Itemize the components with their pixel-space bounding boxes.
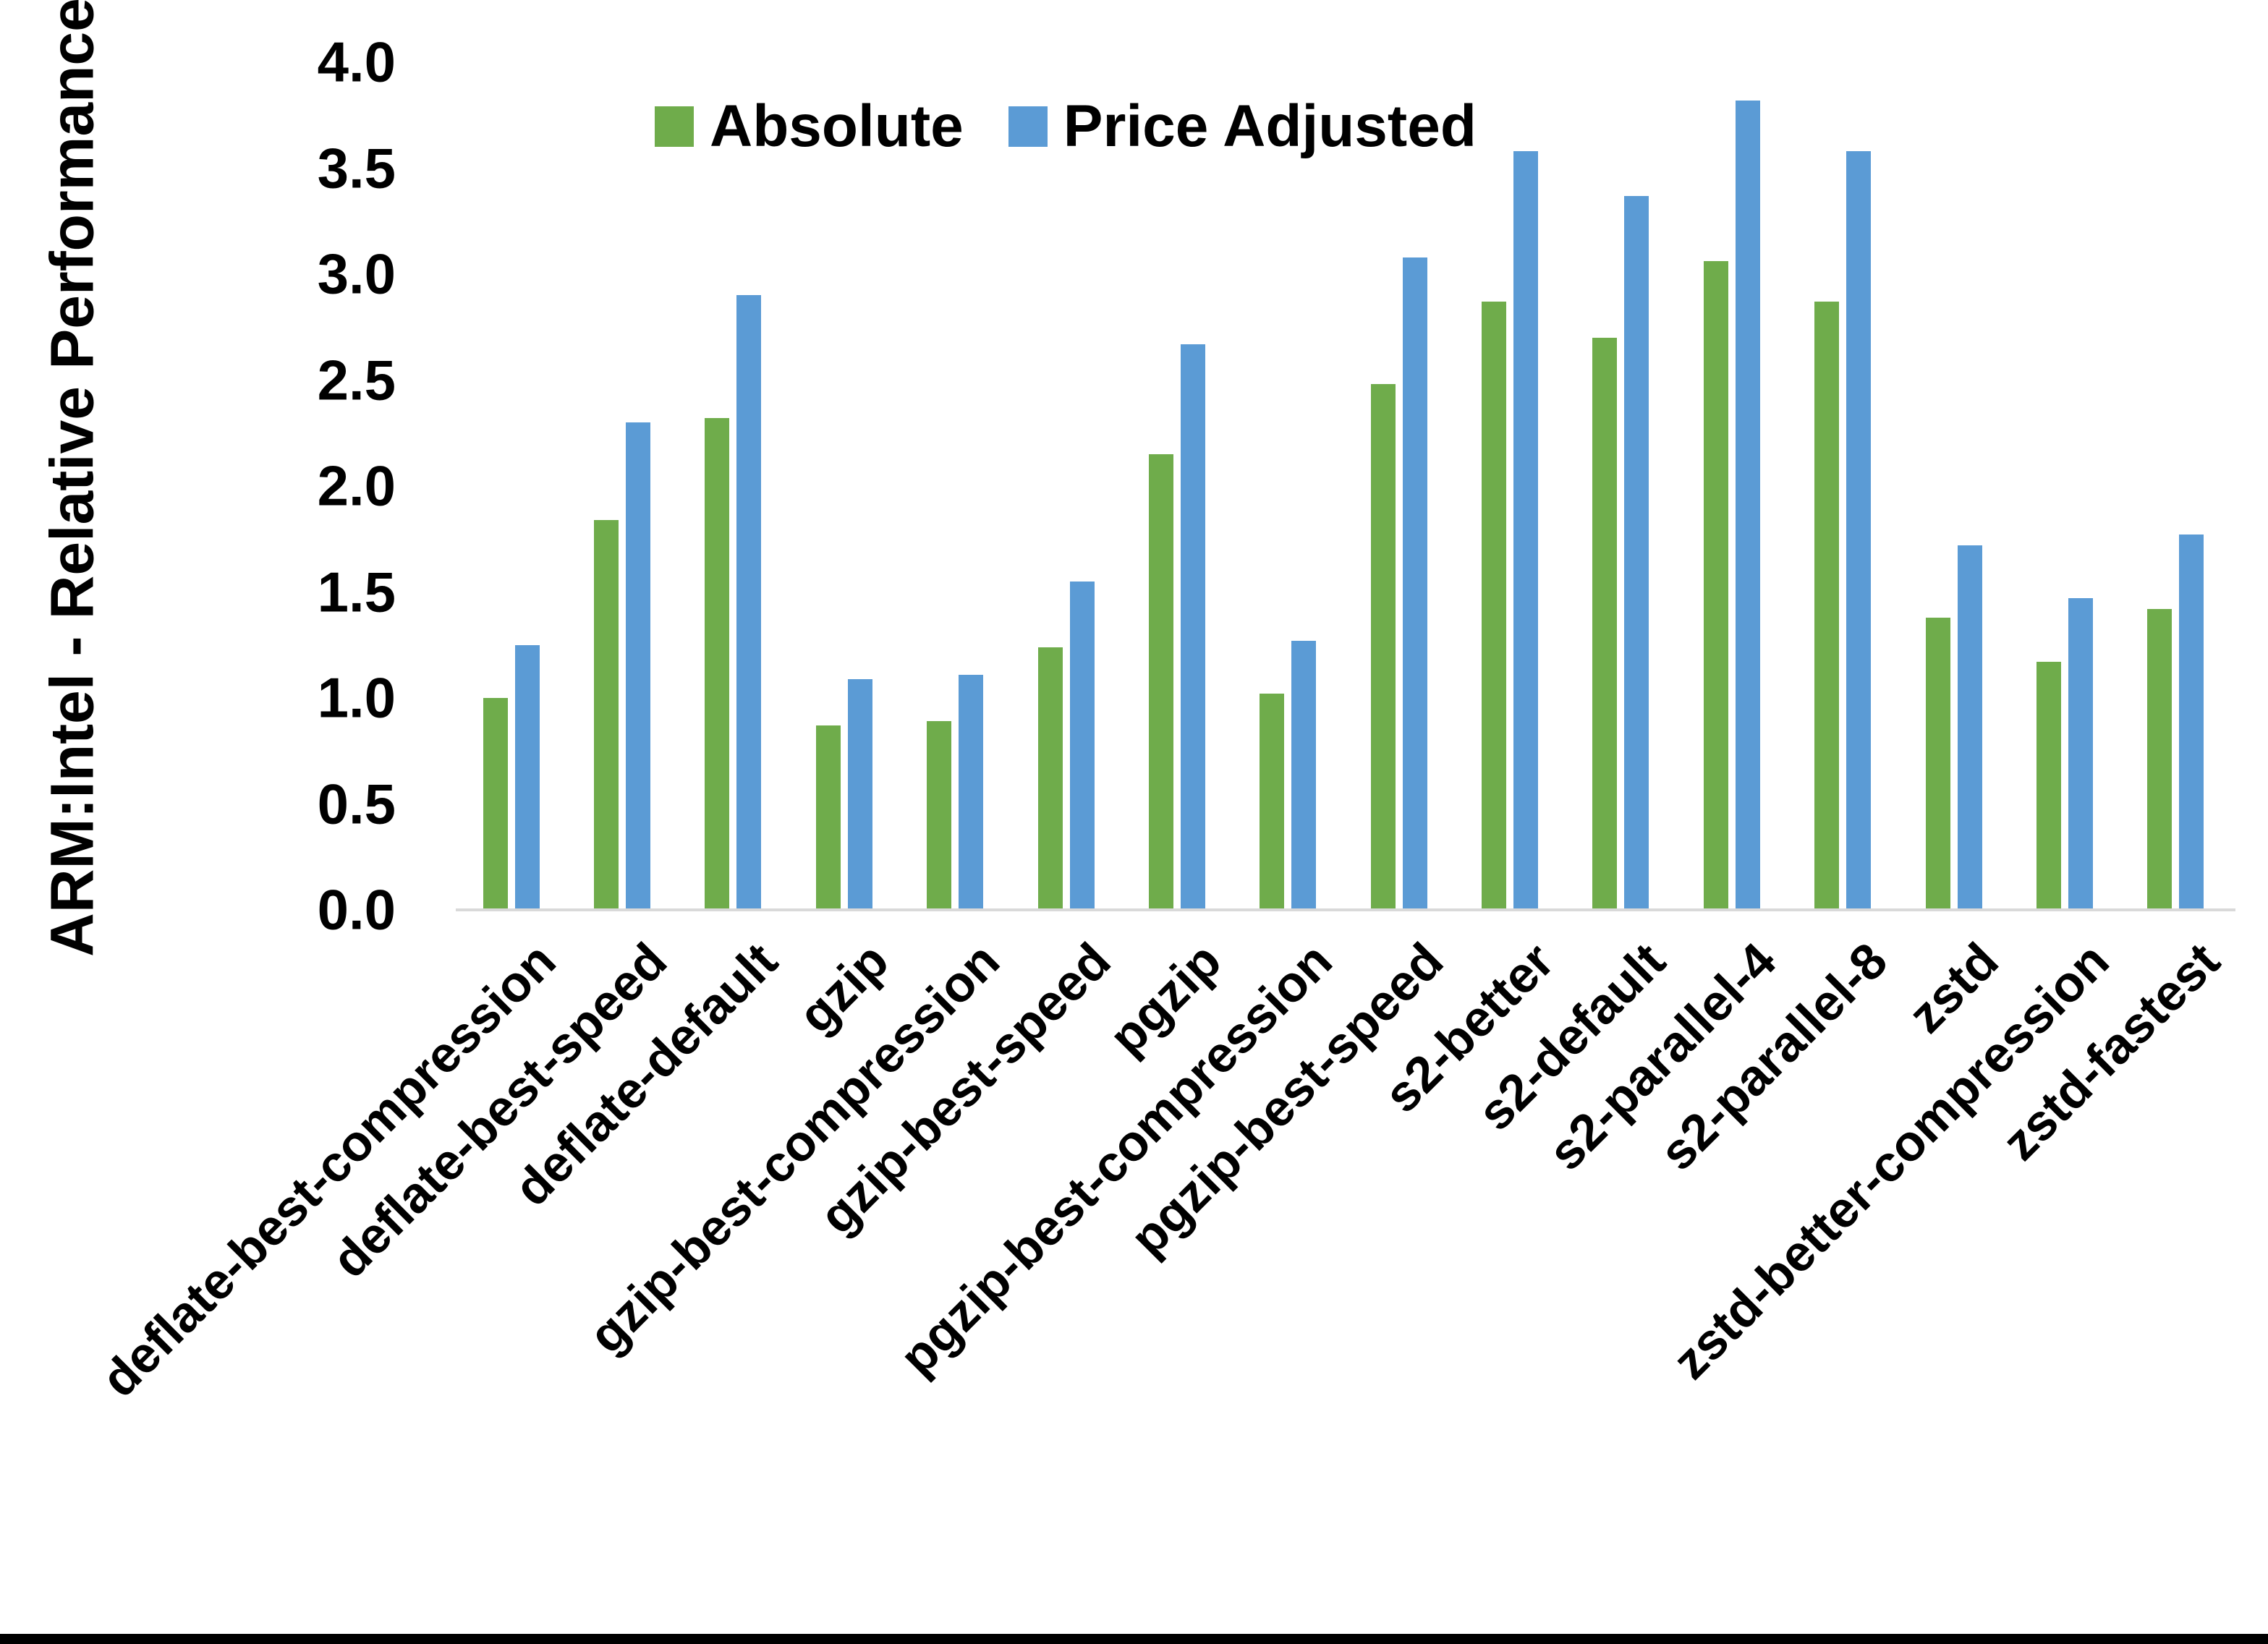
bar-price-adjusted-pgzip-best-compression	[1291, 640, 1317, 910]
x-axis-line	[456, 908, 2235, 911]
bar-group-s2-parallel-4	[1703, 100, 1760, 910]
y-tick-2.0: 2.0	[317, 453, 396, 518]
y-tick-0.0: 0.0	[317, 877, 396, 942]
legend-swatch-price-adjusted	[1008, 106, 1048, 147]
bar-absolute-zstd-better-compression	[2036, 662, 2061, 910]
bar-price-adjusted-s2-better	[1513, 151, 1539, 910]
y-tick-2.5: 2.5	[317, 348, 396, 412]
bar-group-deflate-default	[705, 295, 762, 910]
bar-absolute-gzip-best-speed	[1037, 647, 1063, 910]
bar-group-zstd-better-compression	[2036, 598, 2093, 910]
bar-group-s2-parallel-8	[1814, 151, 1872, 910]
bar-group-pgzip-best-compression	[1260, 640, 1317, 910]
bar-absolute-gzip	[815, 725, 841, 910]
bar-price-adjusted-gzip-best-compression	[959, 674, 984, 910]
bar-price-adjusted-gzip	[847, 678, 872, 910]
legend-label-absolute: Absolute	[710, 93, 964, 159]
plot-area	[456, 62, 2231, 910]
bar-absolute-deflate-best-speed	[594, 519, 619, 910]
bar-absolute-pgzip-best-compression	[1260, 694, 1285, 910]
bar-absolute-pgzip	[1148, 454, 1173, 910]
bar-group-deflate-best-compression	[483, 644, 540, 910]
bar-absolute-s2-parallel-4	[1703, 261, 1728, 910]
bar-price-adjusted-pgzip-best-speed	[1402, 257, 1427, 910]
bar-absolute-deflate-default	[705, 418, 730, 910]
bar-group-s2-default	[1592, 195, 1649, 910]
y-tick-1.0: 1.0	[317, 665, 396, 730]
bar-group-zstd-fastest	[2147, 534, 2204, 910]
bar-absolute-s2-default	[1592, 337, 1618, 910]
bar-price-adjusted-s2-default	[1624, 195, 1649, 910]
bar-price-adjusted-deflate-best-speed	[626, 422, 651, 910]
bottom-border	[0, 1634, 2268, 1644]
bar-group-gzip	[815, 678, 872, 910]
bar-absolute-gzip-best-compression	[927, 721, 952, 910]
y-tick-3.5: 3.5	[317, 136, 396, 200]
legend: Absolute Price Adjusted	[655, 93, 1477, 161]
bar-price-adjusted-zstd-better-compression	[2068, 598, 2093, 910]
bar-group-pgzip-best-speed	[1370, 257, 1427, 910]
bar-price-adjusted-s2-parallel-4	[1735, 100, 1760, 910]
y-tick-3.0: 3.0	[317, 242, 396, 306]
bar-group-gzip-best-compression	[927, 674, 984, 910]
x-label-deflate-best-compression: deflate-best-compression	[90, 932, 566, 1408]
bar-absolute-pgzip-best-speed	[1370, 384, 1396, 910]
legend-label-price-adjusted: Price Adjusted	[1063, 93, 1477, 159]
bar-price-adjusted-deflate-best-compression	[514, 644, 540, 910]
bar-price-adjusted-s2-parallel-8	[1846, 151, 1872, 910]
bar-absolute-deflate-best-compression	[483, 698, 508, 910]
legend-item-price-adjusted: Price Adjusted	[1008, 93, 1477, 161]
y-axis-title: ARM:Intel - Relative Performance	[38, 0, 106, 957]
bar-absolute-s2-better	[1482, 302, 1507, 910]
bar-absolute-zstd-fastest	[2147, 608, 2173, 910]
y-tick-0.5: 0.5	[317, 772, 396, 835]
bar-absolute-s2-parallel-8	[1814, 302, 1840, 910]
bar-price-adjusted-zstd	[1957, 545, 1982, 910]
bar-price-adjusted-deflate-default	[736, 295, 762, 910]
y-tick-1.5: 1.5	[317, 560, 396, 623]
bar-price-adjusted-gzip-best-speed	[1069, 581, 1095, 910]
legend-item-absolute: Absolute	[655, 93, 964, 161]
bar-absolute-zstd	[1925, 617, 1950, 910]
legend-swatch-absolute	[655, 106, 694, 147]
bar-group-gzip-best-speed	[1037, 581, 1095, 910]
bar-group-zstd	[1925, 545, 1982, 910]
bar-group-s2-better	[1482, 151, 1539, 910]
y-tick-4.0: 4.0	[317, 30, 396, 94]
bar-group-deflate-best-speed	[594, 422, 651, 910]
bar-group-pgzip	[1148, 344, 1205, 910]
bar-price-adjusted-pgzip	[1180, 344, 1205, 910]
bar-price-adjusted-zstd-fastest	[2179, 534, 2204, 910]
